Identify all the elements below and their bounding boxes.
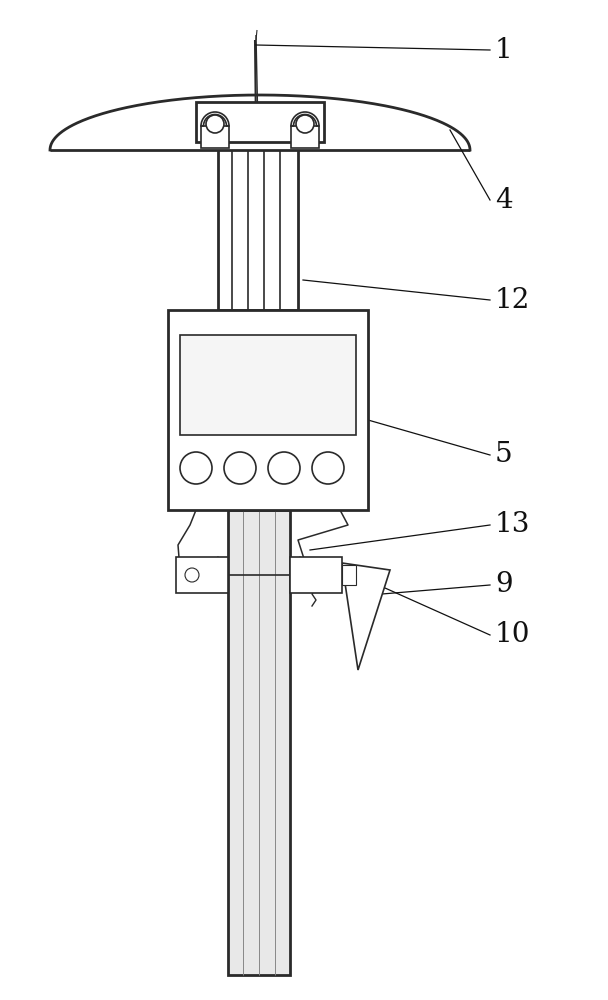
- Text: 9: 9: [495, 572, 513, 598]
- Text: 1: 1: [495, 36, 513, 64]
- Bar: [180, 335, 356, 435]
- Bar: [201, 126, 229, 148]
- Circle shape: [180, 452, 212, 484]
- Bar: [228, 510, 290, 975]
- Text: 13: 13: [495, 512, 530, 538]
- Bar: [342, 565, 356, 585]
- Wedge shape: [291, 112, 319, 126]
- Text: 12: 12: [495, 286, 530, 314]
- Polygon shape: [342, 563, 390, 670]
- Wedge shape: [201, 112, 229, 126]
- Circle shape: [185, 568, 199, 582]
- Bar: [291, 126, 319, 148]
- Text: 4: 4: [495, 186, 513, 214]
- Bar: [168, 310, 368, 510]
- Text: 10: 10: [495, 621, 531, 648]
- Circle shape: [206, 115, 224, 133]
- Text: 5: 5: [495, 442, 513, 468]
- Circle shape: [268, 452, 300, 484]
- Bar: [196, 102, 324, 142]
- Circle shape: [224, 452, 256, 484]
- Circle shape: [296, 115, 314, 133]
- Bar: [290, 557, 342, 593]
- Circle shape: [312, 452, 344, 484]
- Bar: [176, 557, 228, 593]
